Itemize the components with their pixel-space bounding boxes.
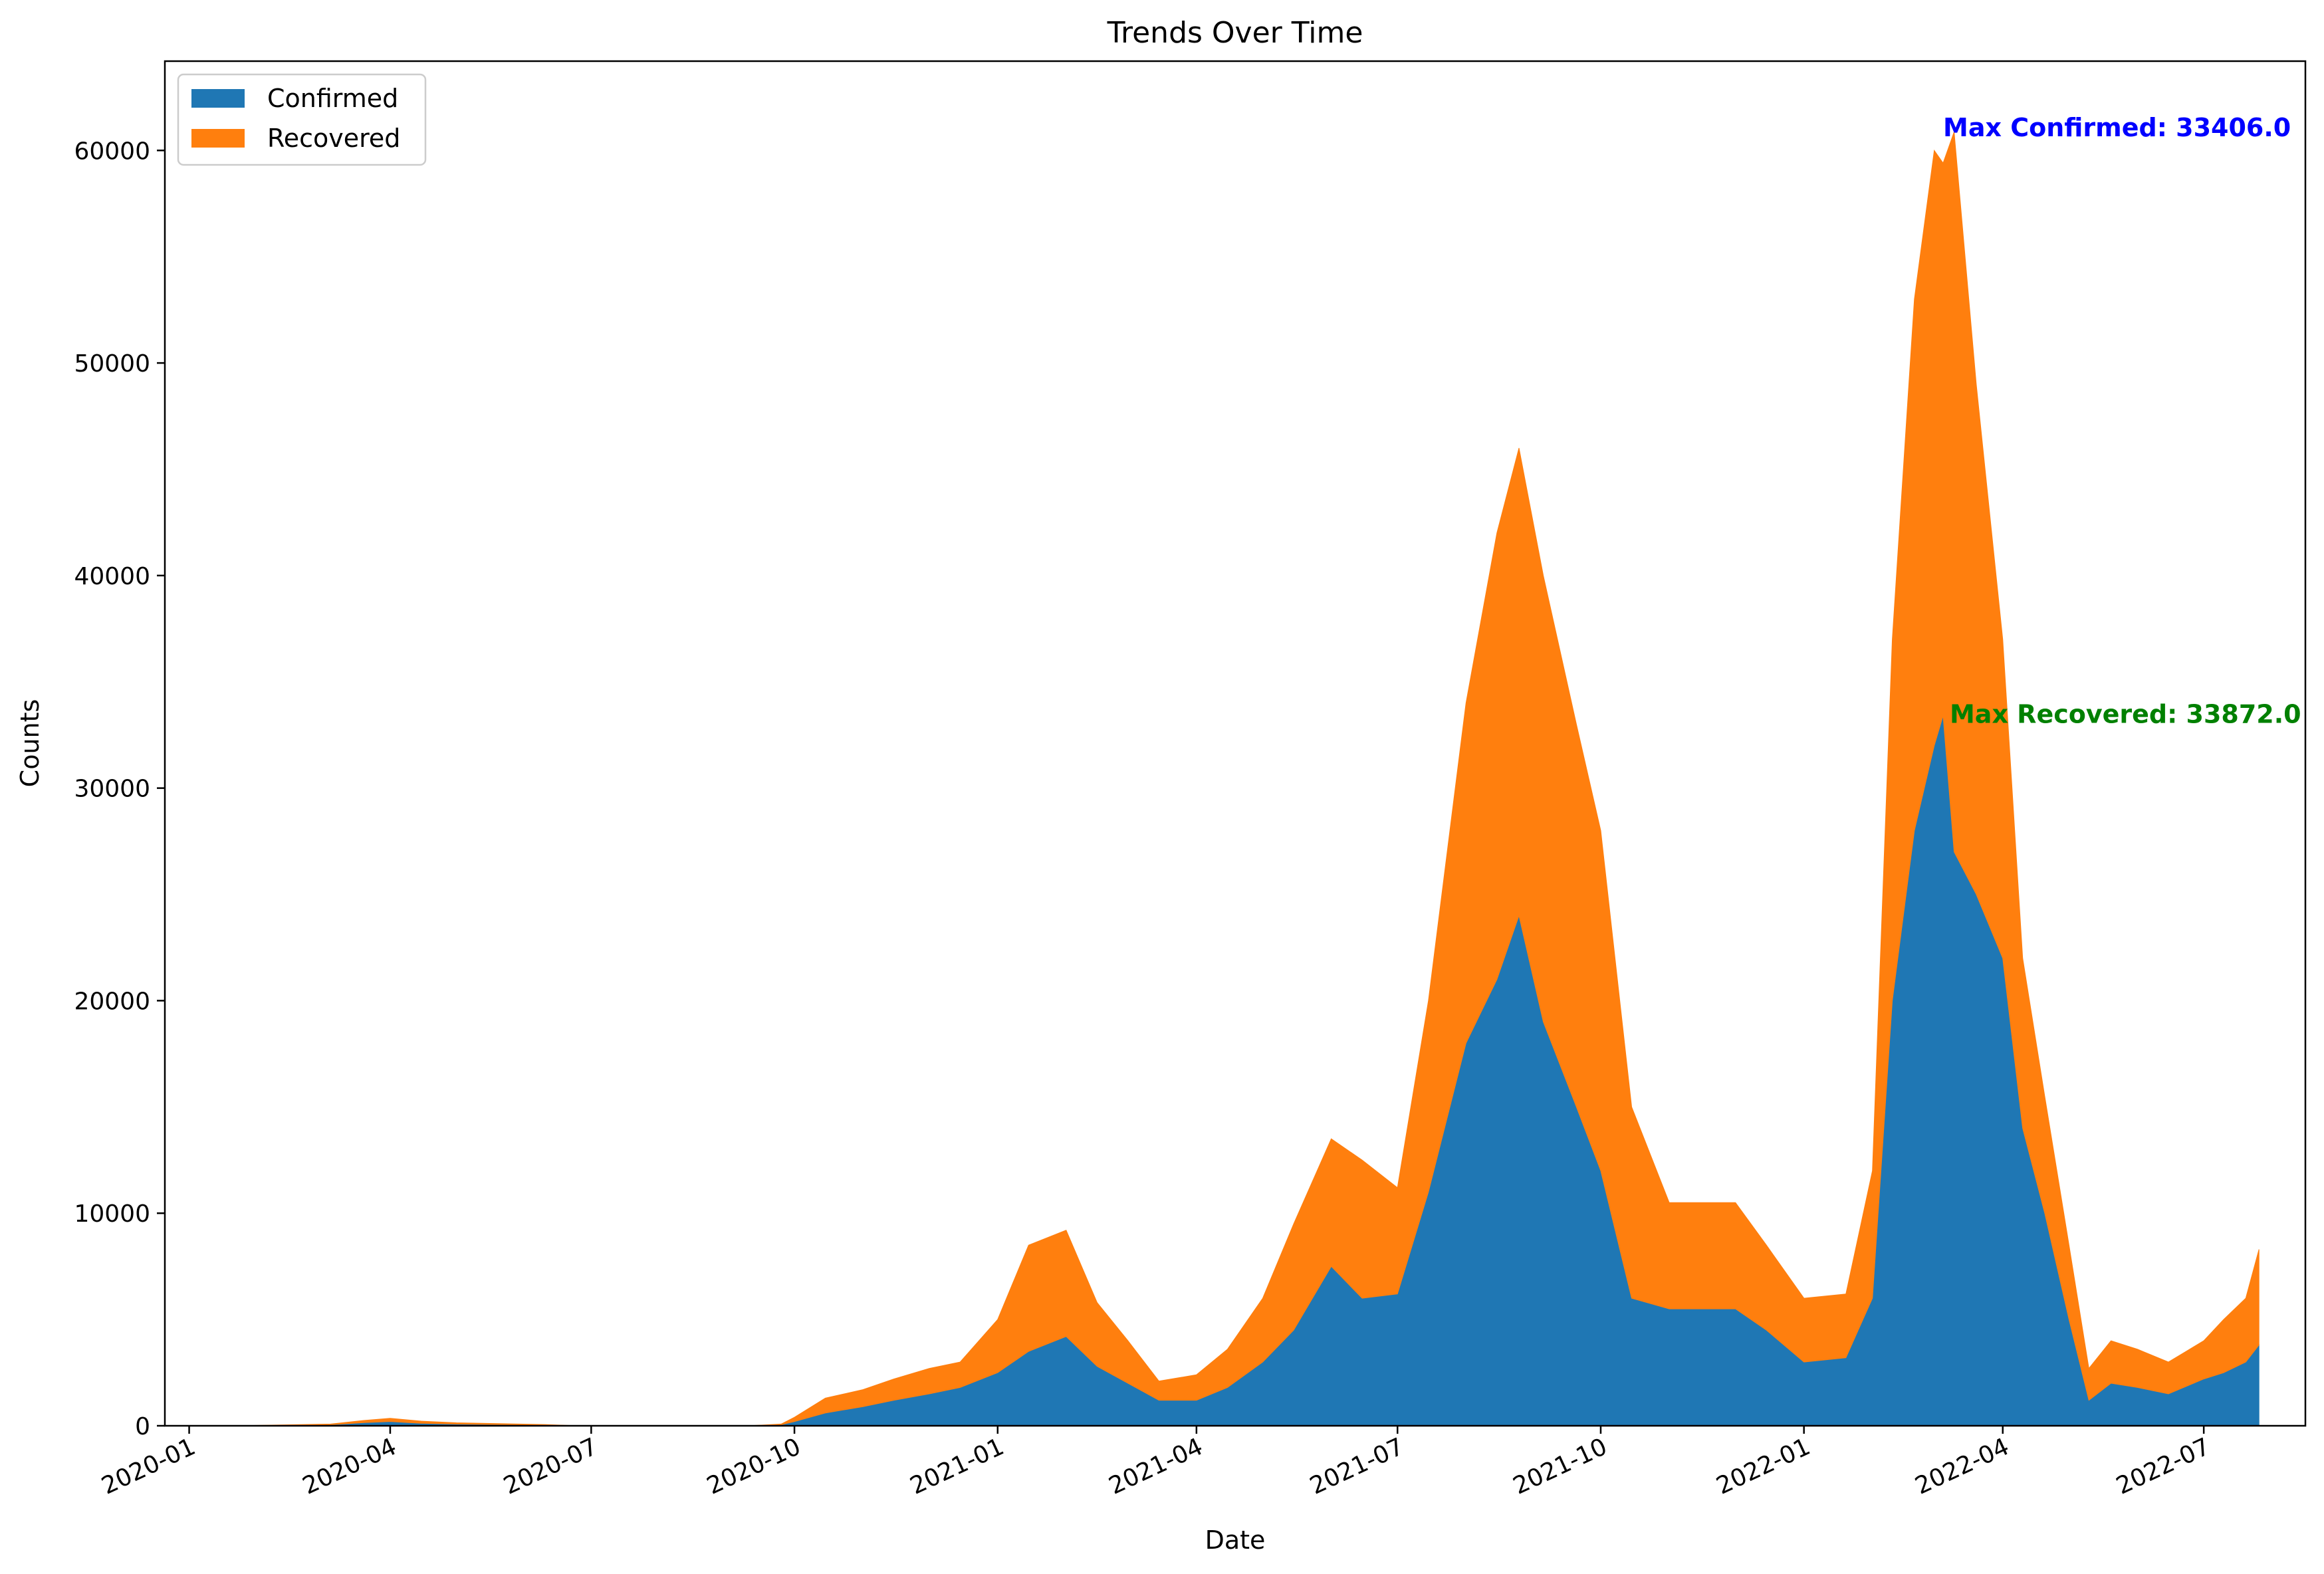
y-tick-label: 20000 (74, 988, 150, 1015)
annotation-layer: Max Confirmed: 33406.0 Max Recovered: 338… (1943, 113, 2301, 729)
annotation-max-confirmed: Max Confirmed: 33406.0 (1943, 113, 2291, 142)
y-tick-label: 10000 (74, 1200, 150, 1228)
chart-title: Trends Over Time (1107, 16, 1363, 50)
x-axis-label: Date (1205, 1525, 1266, 1555)
y-tick-label: 30000 (74, 776, 150, 803)
y-tick-label: 40000 (74, 563, 150, 590)
y-axis-label: Counts (15, 699, 45, 788)
y-tick-label: 60000 (74, 138, 150, 165)
annotation-max-recovered: Max Recovered: 33872.0 (1950, 700, 2301, 729)
legend-swatch-recovered (191, 129, 245, 148)
y-axis: 0 10000 20000 30000 40000 50000 60000 (74, 138, 165, 1440)
y-tick-label: 0 (135, 1413, 150, 1440)
legend-label-confirmed: Confirmed (267, 84, 398, 113)
legend: Confirmed Recovered (177, 73, 427, 166)
area-series-recovered (235, 132, 2260, 1426)
plot-frame (164, 60, 2307, 1427)
y-tick-label: 50000 (74, 350, 150, 378)
legend-label-recovered: Recovered (267, 124, 400, 153)
legend-swatch-confirmed (191, 89, 245, 108)
